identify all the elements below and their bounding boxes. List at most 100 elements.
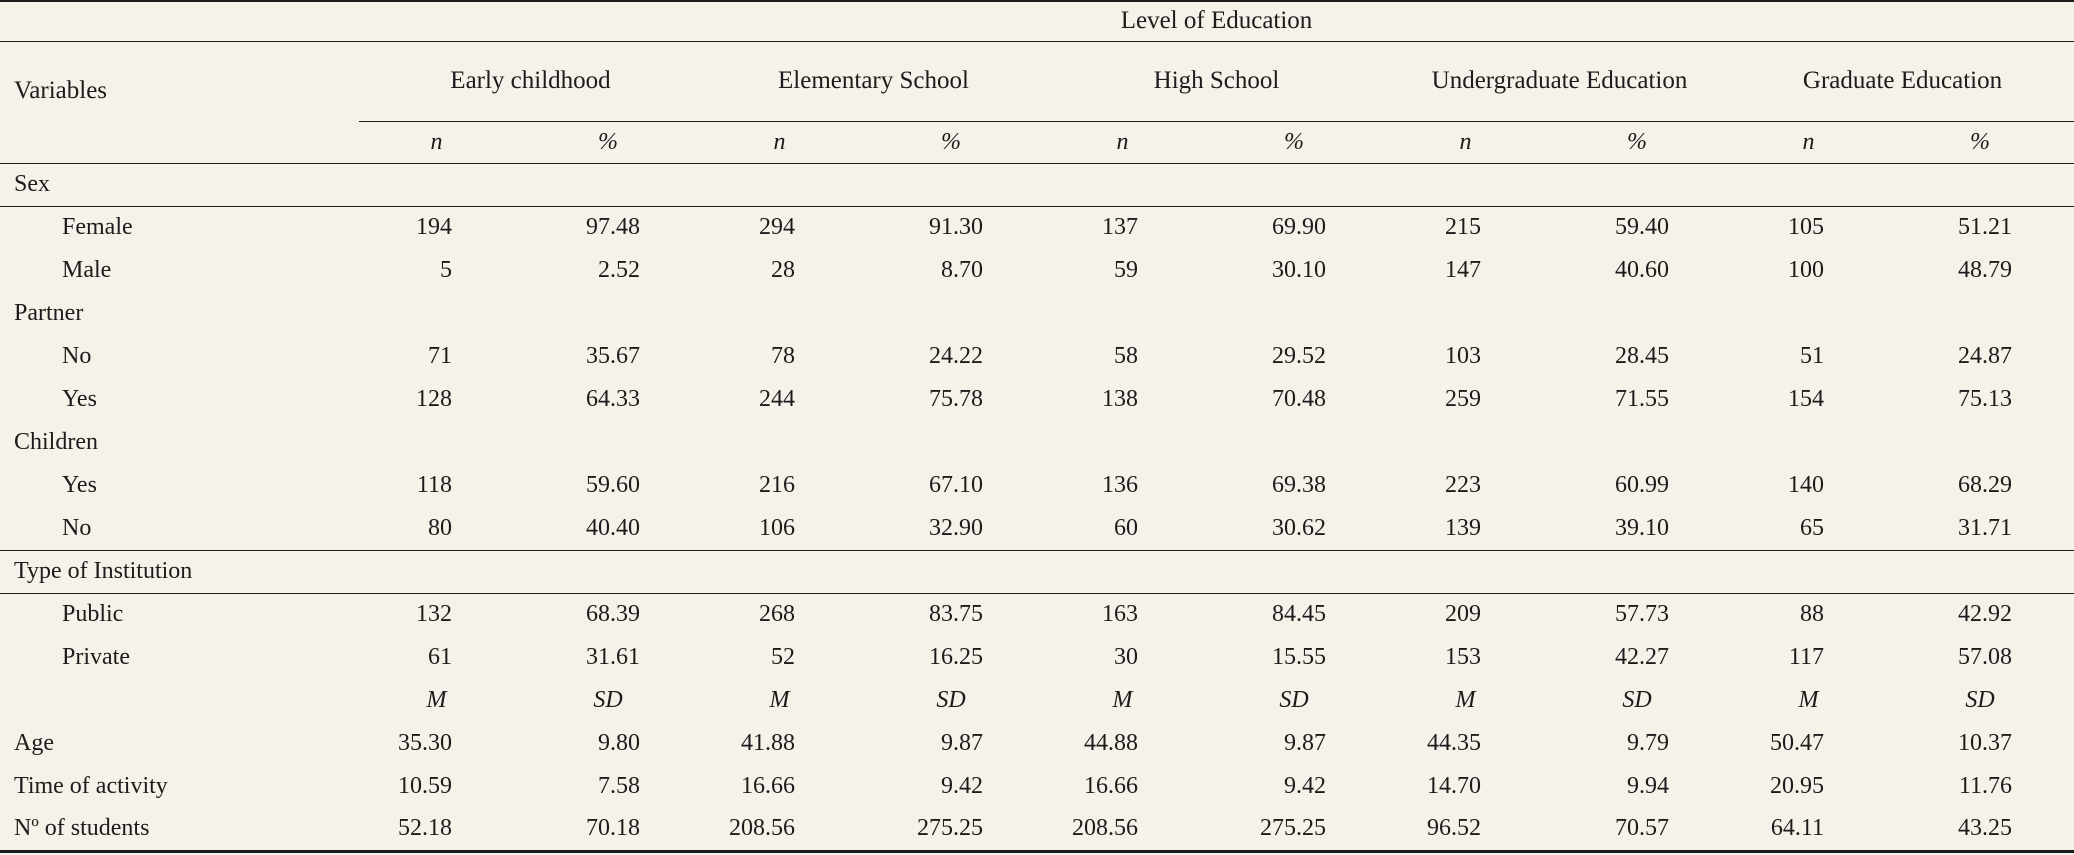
value-pct: 40.60 [1615,257,1669,283]
value-pct: 9.42 [1284,773,1326,799]
value-pct: 42.92 [1958,601,2013,628]
value-pct: 9.94 [1627,773,1669,799]
row-label: No [62,343,92,369]
subheader-pct: % [1543,121,1731,164]
row-label: Time of activity [14,773,168,799]
table-body: Sex Female 194 97.48 294 91.30 137 69.90 215 59.4… [0,163,2074,851]
table-row: Time of activity 10.59 7.58 16.66 9.42 16.66 9… [0,765,2074,808]
table-row: Yes 118 59.60 216 67.10 136 69.38 223 60.99 140 68… [0,464,2074,507]
value-pct: 10.37 [1958,730,2013,756]
value-n: 64.11 [1770,815,1824,842]
value-pct: 39.10 [1543,507,1731,551]
value-pct: 75.13 [1958,386,2013,412]
value-n: 16.66 [1084,773,1138,799]
value-n: 215 [1445,214,1481,241]
value-pct: 83.75 [929,601,983,628]
value-pct: 42.27 [1615,644,1669,670]
value-pct: 60.99 [1615,472,1669,498]
table-row: M SD M SD M SD M SD M SD [0,679,2074,722]
subheader-pct: % [1200,121,1388,164]
value-n: 153 [1445,644,1481,670]
value-pct: 84.45 [1272,601,1326,628]
value-pct: 32.90 [857,507,1045,551]
subheader-mean: M [769,687,790,713]
value-n: 117 [1788,644,1824,670]
value-pct: 16.25 [929,644,983,670]
row-label: Nº of students [14,815,150,842]
value-pct: 75.78 [929,386,983,412]
value-n: 138 [1102,386,1138,412]
value-n: 147 [1445,257,1481,283]
value-n: 163 [1102,601,1138,628]
value-n: 20.95 [1770,773,1824,799]
value-n: 96.52 [1427,815,1481,842]
value-n: 139 [1388,507,1543,551]
value-pct: 31.61 [586,644,640,670]
variables-header: Variables [0,41,359,164]
value-pct: 57.08 [1958,644,2013,670]
value-pct: 8.70 [941,257,983,283]
value-pct: 97.48 [586,214,640,241]
table-row: Private 61 31.61 52 16.25 30 15.55 153 42.27 117 5… [0,636,2074,679]
table-row: No 71 35.67 78 24.22 58 29.52 103 28.45 51 24.87 [0,335,2074,378]
value-n: 140 [1788,472,1824,498]
row-label: Yes [62,472,97,498]
subheader-row: n % n % n % n % n % [0,121,2074,164]
value-n: 16.66 [741,773,795,799]
value-n: 44.88 [1084,730,1138,756]
value-pct: 91.30 [929,214,983,241]
table-row: Female 194 97.48 294 91.30 137 69.90 215 59.40 10… [0,206,2074,249]
value-n: 28 [771,257,795,283]
value-pct: 275.25 [917,815,983,842]
value-n: 50.47 [1770,730,1824,756]
value-pct: 68.29 [1958,472,2013,498]
value-pct: 69.90 [1272,214,1326,241]
value-n: 100 [1788,257,1824,283]
value-n: 194 [416,214,452,241]
value-n: 118 [416,472,452,498]
group-header-undergraduate: Undergraduate Education [1388,41,1731,122]
row-label: Female [62,214,133,241]
value-n: 10.59 [398,773,452,799]
value-pct: 2.52 [598,257,640,283]
spanner-row: Level of Education [0,1,2074,42]
value-pct: 70.57 [1615,815,1669,842]
value-pct: 9.80 [598,730,640,756]
subheader-n: n [702,121,857,164]
value-pct: 43.25 [1958,815,2013,842]
value-n: 51 [1800,343,1824,369]
value-pct: 70.18 [586,815,640,842]
value-pct: 24.22 [929,343,983,369]
section-row: Type of Institution [0,550,2074,594]
value-n: 52 [771,644,795,670]
value-n: 132 [416,601,452,628]
row-label: Yes [62,386,97,412]
value-n: 65 [1731,507,1886,551]
value-pct: 40.40 [514,507,702,551]
value-n: 59 [1114,257,1138,283]
group-header-early-childhood: Early childhood [359,41,702,122]
group-header-elementary-school: Elementary School [702,41,1045,122]
subheader-n: n [1045,121,1200,164]
value-n: 5 [440,257,452,283]
subheader-n: n [1388,121,1543,164]
value-pct: 9.42 [941,773,983,799]
value-pct: 48.79 [1958,257,2013,283]
table-row: Age 35.30 9.80 41.88 9.87 44.88 9.87 44.35 9.79 5… [0,722,2074,765]
table-row: Male 5 2.52 28 8.70 59 30.10 147 40.60 100 48.79 [0,249,2074,292]
value-pct: 68.39 [586,601,640,628]
value-pct: 67.10 [929,472,983,498]
subheader-sd: SD [1965,687,1995,713]
subheader-n: n [1731,121,1886,164]
value-pct: 59.40 [1615,214,1669,241]
value-n: 136 [1102,472,1138,498]
section-row: Partner [0,292,2074,335]
subheader-sd: SD [936,687,966,713]
subheader-mean: M [426,687,447,713]
value-pct: 70.48 [1272,386,1326,412]
value-pct: 30.10 [1272,257,1326,283]
value-n: 223 [1445,472,1481,498]
table-row: No 80 40.40 106 32.90 60 30.62 139 39.10 65 31.71 [0,507,2074,551]
